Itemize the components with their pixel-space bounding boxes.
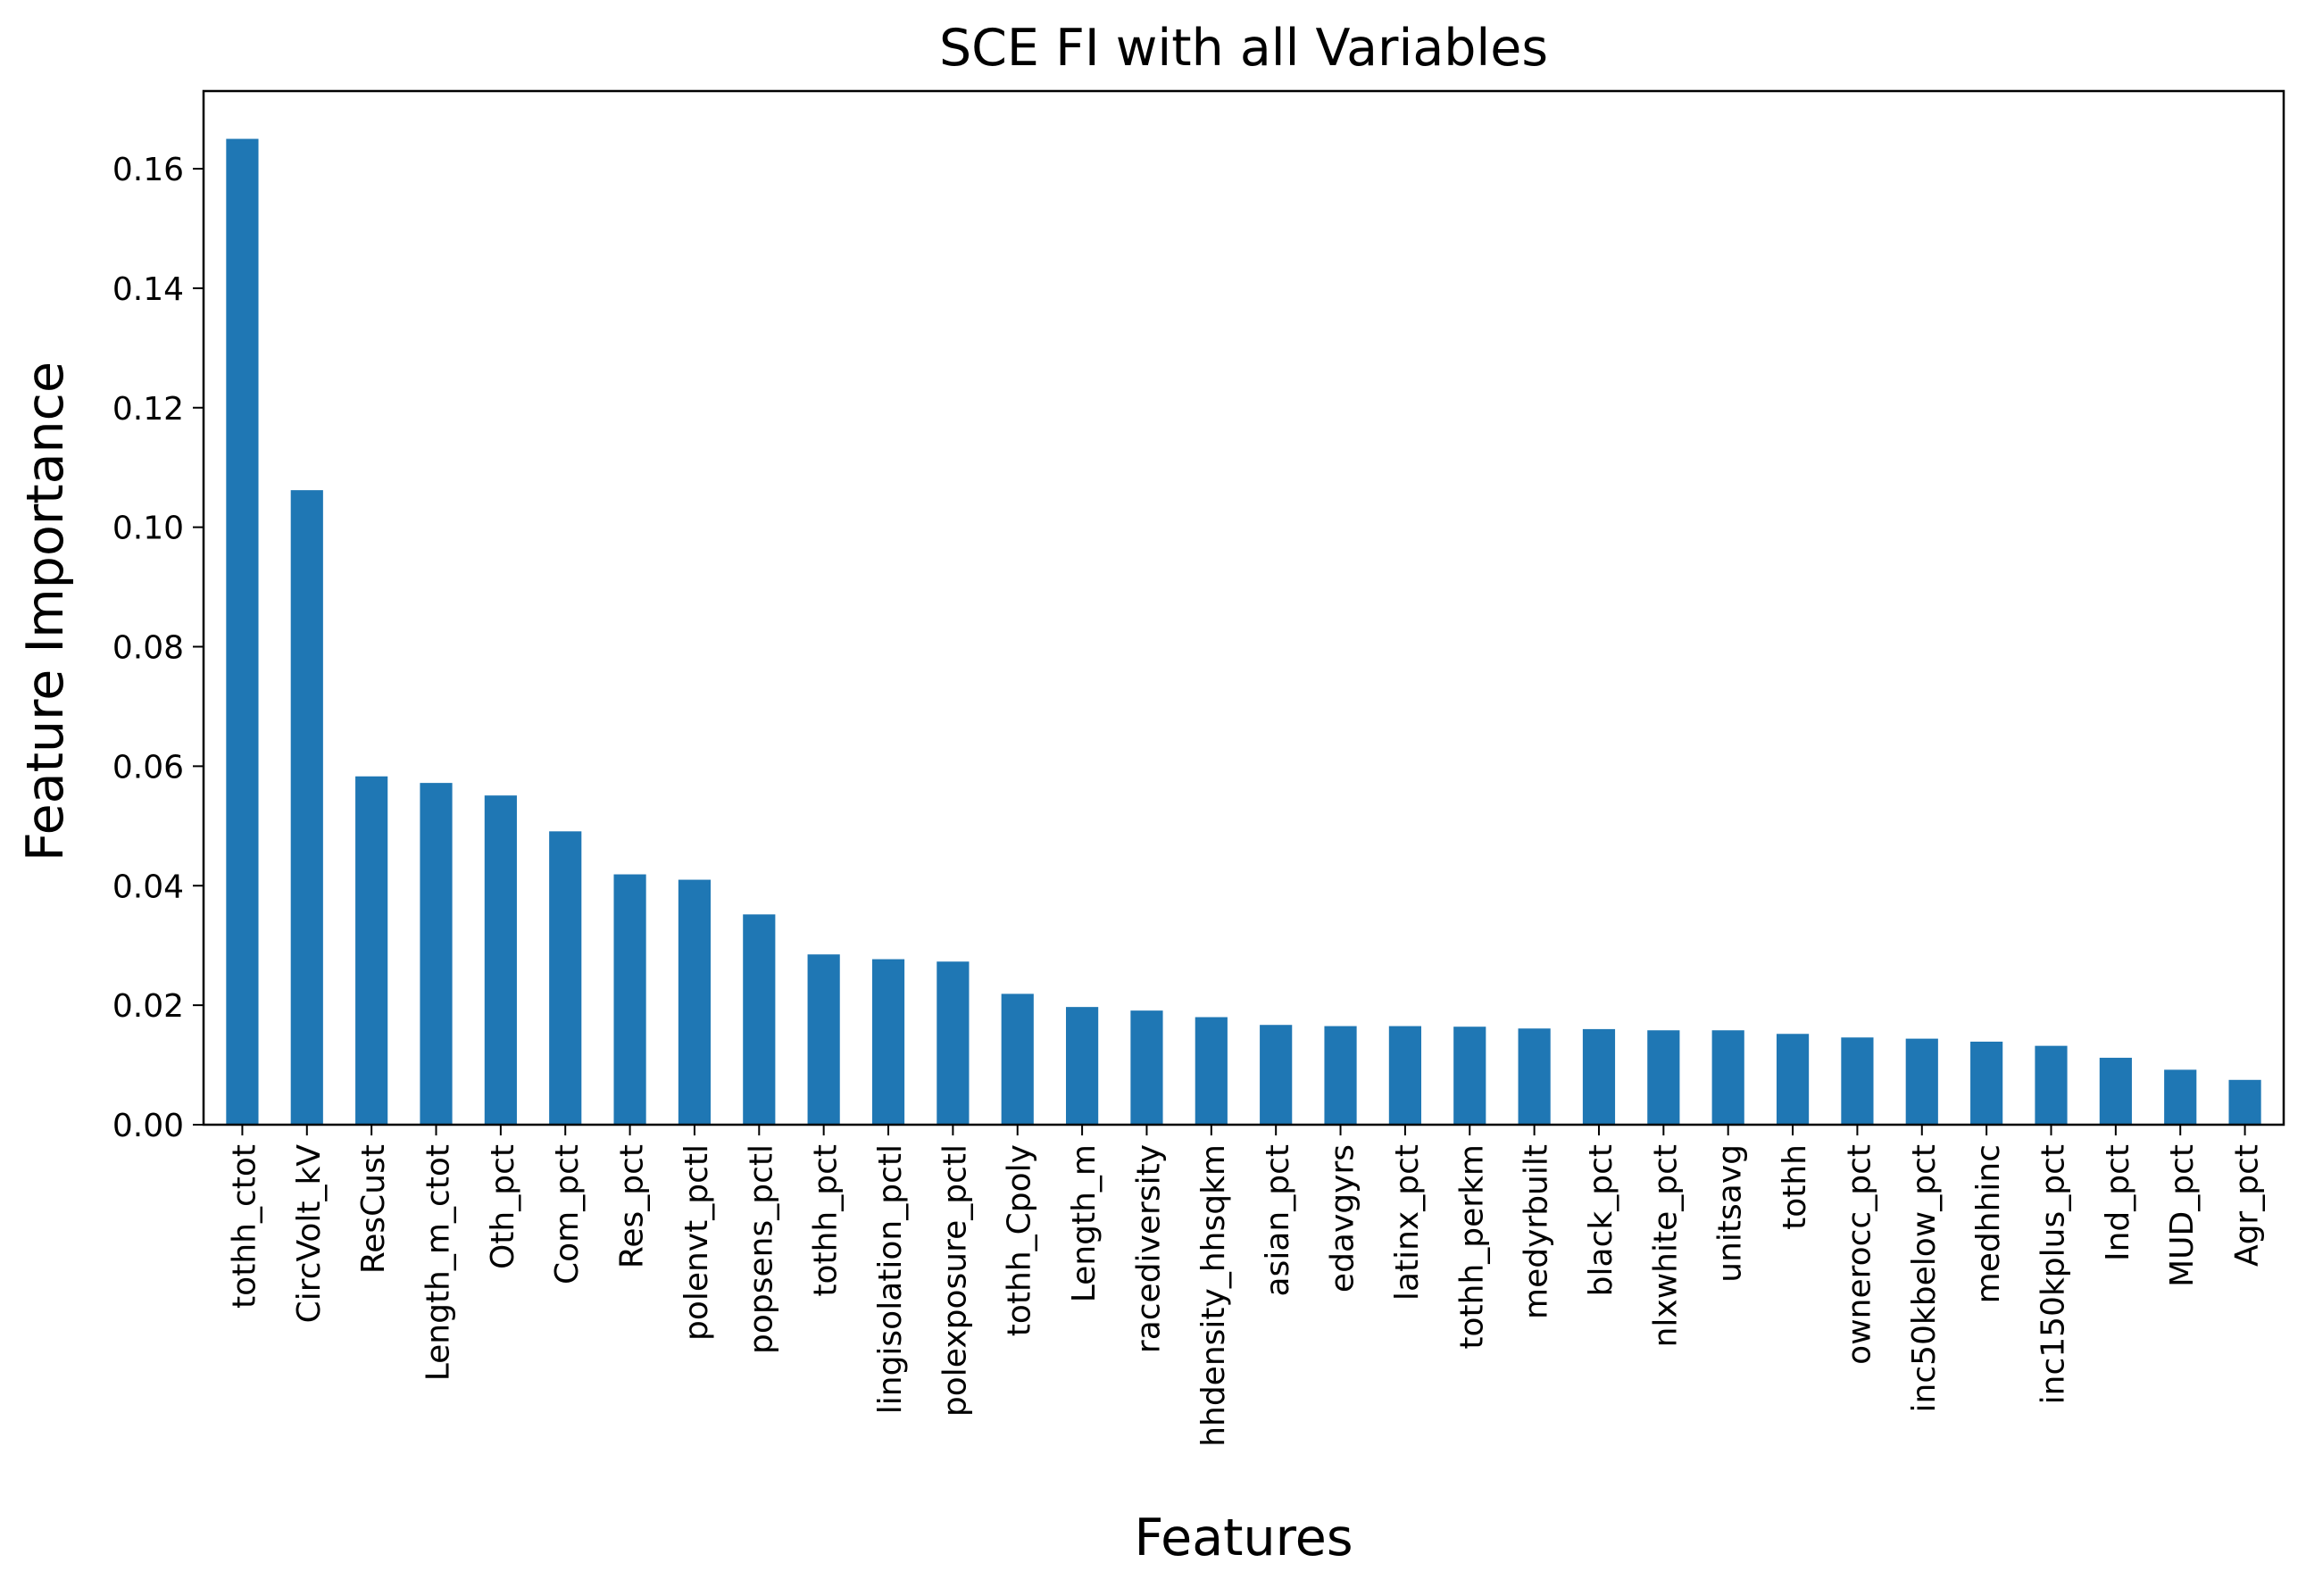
- x-tick-label: tothh_Cpoly: [1002, 1144, 1038, 1336]
- bar-tothh_pct: [807, 954, 840, 1125]
- bar-polenvt_pctl: [678, 879, 712, 1125]
- x-tick-label: Agr_pct: [2229, 1144, 2266, 1267]
- x-tick-label: MUD_pct: [2164, 1144, 2201, 1287]
- x-tick-label: ResCust: [355, 1144, 392, 1274]
- x-tick-label: tothh: [1777, 1144, 1813, 1230]
- x-tick-label: Com_pct: [549, 1144, 586, 1284]
- x-tick-label: Ind_pct: [2100, 1144, 2136, 1261]
- x-tick-label: popsens_pctl: [743, 1144, 779, 1354]
- x-tick-label: asian_pct: [1260, 1144, 1296, 1296]
- bar-inc150kplus_pct: [2035, 1045, 2068, 1125]
- bar-medhhinc: [1970, 1041, 2003, 1125]
- x-tick-label: lingisolation_pctl: [872, 1144, 909, 1414]
- x-axis-label: Features: [1134, 1509, 1353, 1567]
- bar-Length_m_ctot: [420, 783, 453, 1125]
- bar-tothh_ctot: [226, 138, 259, 1125]
- x-tick-label: latinx_pct: [1389, 1144, 1426, 1301]
- y-tick-label: 0.16: [112, 152, 184, 188]
- y-tick-label: 0.14: [112, 271, 184, 308]
- bar-unitsavg: [1711, 1030, 1744, 1125]
- bar-Com_pct: [549, 831, 582, 1125]
- bar-ResCust: [355, 776, 388, 1125]
- bar-Res_pct: [613, 874, 646, 1125]
- bar-CircVolt_kV: [290, 490, 323, 1125]
- y-axis-ticks: 0.00 0.02 0.04 0.06 0.08 0.10 0.12 0.14 0.16: [112, 152, 204, 1144]
- bar-tothh_perkm: [1453, 1027, 1486, 1125]
- y-tick-label: 0.00: [112, 1108, 184, 1144]
- x-tick-label: hhdensity_hhsqkm: [1195, 1144, 1232, 1447]
- bar-medyrbuilt: [1518, 1028, 1551, 1125]
- x-tick-label: Oth_pct: [485, 1144, 521, 1269]
- bar-Ind_pct: [2099, 1058, 2132, 1125]
- bar-latinx_pct: [1388, 1026, 1421, 1125]
- x-tick-label: polenvt_pctl: [678, 1144, 715, 1341]
- bars-layer: [226, 138, 2261, 1125]
- bar-asian_pct: [1260, 1025, 1293, 1125]
- x-tick-label: ownerocc_pct: [1841, 1144, 1877, 1365]
- bar-inc50kbelow_pct: [1905, 1038, 1938, 1125]
- x-tick-label: Length_m_ctot: [420, 1144, 457, 1381]
- x-tick-label: Length_m: [1066, 1144, 1103, 1302]
- bar-lingisolation_pctl: [871, 959, 905, 1125]
- bar-Agr_pct: [2228, 1079, 2261, 1125]
- bar-hhdensity_hhsqkm: [1195, 1017, 1228, 1125]
- x-tick-label: tothh_ctot: [226, 1144, 262, 1309]
- y-tick-label: 0.06: [112, 749, 184, 786]
- y-tick-label: 0.10: [112, 511, 184, 547]
- bar-popsens_pctl: [743, 914, 776, 1125]
- bar-Length_m: [1066, 1007, 1099, 1125]
- x-tick-label: medhhinc: [1970, 1144, 2007, 1303]
- bar-Oth_pct: [484, 795, 517, 1125]
- bar-edavgyrs: [1324, 1026, 1357, 1125]
- x-tick-label: unitsavg: [1712, 1144, 1749, 1283]
- bar-tothh_Cpoly: [1001, 993, 1034, 1125]
- bar-MUD_pct: [2164, 1069, 2197, 1125]
- y-tick-label: 0.02: [112, 988, 184, 1025]
- x-tick-label: black_pct: [1583, 1144, 1619, 1296]
- x-tick-label: nlxwhite_pct: [1647, 1144, 1684, 1347]
- x-tick-label: racediversity: [1130, 1144, 1167, 1353]
- x-tick-label: inc150kplus_pct: [2035, 1144, 2072, 1404]
- bar-black_pct: [1582, 1028, 1616, 1125]
- x-tick-label: tothh_perkm: [1453, 1144, 1490, 1350]
- bar-nlxwhite_pct: [1647, 1030, 1680, 1125]
- plot-frame: [202, 89, 2285, 1126]
- y-tick-label: 0.04: [112, 869, 184, 905]
- x-tick-label: edavgyrs: [1325, 1144, 1361, 1293]
- y-tick-label: 0.12: [112, 391, 184, 428]
- x-tick-label: Res_pct: [614, 1144, 651, 1268]
- bar-polexposure_pctl: [937, 961, 970, 1125]
- x-tick-label: inc50kbelow_pct: [1906, 1144, 1943, 1413]
- x-axis-ticks: tothh_ctot CircVolt_kV ResCust Length_m_cto…: [226, 1125, 2266, 1447]
- chart-title: SCE FI with all Variables: [939, 19, 1548, 78]
- x-tick-label: tothh_pct: [808, 1144, 845, 1297]
- y-axis-label: Feature Importance: [16, 362, 75, 861]
- bar-tothh: [1776, 1034, 1810, 1125]
- x-tick-label: polexposure_pctl: [937, 1144, 973, 1417]
- bar-ownerocc_pct: [1841, 1037, 1874, 1125]
- y-tick-label: 0.08: [112, 630, 184, 667]
- x-tick-label: CircVolt_kV: [291, 1144, 328, 1324]
- bar-racediversity: [1130, 1010, 1163, 1125]
- x-tick-label: medyrbuilt: [1519, 1144, 1555, 1319]
